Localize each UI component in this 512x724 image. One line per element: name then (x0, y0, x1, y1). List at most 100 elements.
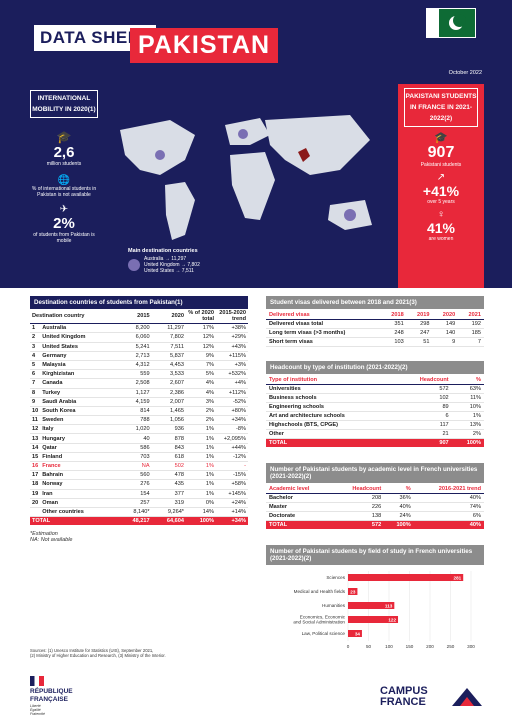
table-cell: 36% (384, 493, 414, 503)
table-cell: 1,020 (117, 424, 152, 435)
table-cell (30, 507, 41, 518)
table-cell: 20 (30, 498, 41, 508)
campus-france-mark-icon (452, 688, 482, 706)
table-cell: 2% (186, 415, 216, 426)
table-cell: 15 (30, 452, 41, 463)
table-cell: 4% (186, 388, 216, 398)
table-cell: 9 (432, 337, 459, 347)
table-cell: 40 (117, 433, 152, 444)
table-cell: - (216, 461, 248, 472)
table-cell: Other countries (40, 507, 118, 518)
table-cell: +115% (216, 351, 248, 361)
table-cell: +14% (216, 507, 248, 518)
table-cell: Delivered visas total (266, 319, 381, 329)
table-row: 6 Kirghizistan 559 3,533 5% +532% (30, 369, 248, 380)
women-share-value: 41% (426, 220, 456, 236)
institution-table-title: Headcount by type of institution (2021-2… (266, 361, 484, 374)
marianne-icon (30, 676, 44, 686)
category-label: Economics, Economic (300, 615, 346, 620)
table-cell: 16 (30, 461, 41, 472)
table-header: Type of institution (266, 376, 397, 385)
table-cell: 4,159 (117, 397, 152, 407)
table-cell: 63% (451, 384, 484, 394)
table-cell: Sweden (40, 415, 118, 426)
table-cell: 6 (30, 369, 41, 380)
female-icon: ♀ (437, 209, 445, 220)
graduation-cap-icon: 🎓 (56, 130, 72, 144)
table-cell: Short term visas (266, 337, 381, 347)
table-cell: 4,453 (151, 360, 186, 371)
table-cell: 3 (30, 342, 41, 352)
bar-value-label: 34 (355, 631, 361, 636)
table-cell: 1% (186, 433, 216, 444)
table-cell: 21 (396, 429, 452, 439)
x-tick-label: 300 (467, 644, 475, 649)
table-cell: +80% (216, 406, 248, 417)
table-cell: 2,713 (117, 351, 152, 361)
table-row: Delivered visas total 351 298 149 192 (266, 319, 484, 329)
table-cell: 10 (30, 406, 41, 417)
pakistan-flag-icon (426, 8, 476, 38)
bar (348, 616, 399, 623)
table-cell: -8% (216, 424, 248, 435)
table-cell: 51 (406, 337, 433, 347)
table-row: 3 United States 5,241 7,511 12% +43% (30, 342, 248, 352)
rf-line: RÉPUBLIQUE (30, 688, 73, 695)
table-cell: Iran (40, 489, 118, 499)
table-cell: 154 (117, 489, 152, 499)
table-cell: Master (266, 502, 334, 512)
table-cell: 149 (432, 319, 459, 329)
table-cell: 5 (30, 360, 41, 371)
table-cell: 247 (406, 328, 433, 338)
table-row: Art and architecture schools 6 1% (266, 411, 484, 421)
table-cell: 3% (186, 397, 216, 407)
table-cell: Engineering schools (266, 402, 397, 412)
table-cell: 64,604 (151, 516, 186, 526)
total-row: TOTAL 572 100% 40% (266, 520, 484, 529)
destination-item: United States → 7,511 (144, 268, 194, 274)
table-cell: TOTAL (266, 520, 334, 529)
category-label: Humanities (322, 603, 346, 608)
table-row: 5 Malaysia 4,312 4,453 7% +3% (30, 360, 248, 371)
table-cell: -12% (216, 452, 248, 463)
table-cell: 0% (186, 498, 216, 508)
table-row: 4 Germany 2,713 5,837 9% +115% (30, 351, 248, 361)
table-cell: 185 (458, 328, 484, 338)
table-header: Headcount (333, 485, 385, 494)
table-row: 10 South Korea 814 1,465 2% +80% (30, 406, 248, 417)
table-header: 2020 (432, 311, 459, 320)
table-row: 1 Australia 8,200 11,297 17% +38% (30, 323, 248, 334)
table-cell: +34% (216, 415, 248, 426)
table-cell: 9,264* (151, 507, 186, 518)
table-cell: 2 (30, 332, 41, 343)
table-cell: 586 (117, 443, 152, 453)
sources-note: Sources: (1) Unesco Institute for Statis… (30, 648, 166, 658)
table-cell: 74% (413, 502, 484, 512)
table-row: 2 United Kingdom 6,060 7,802 12% +29% (30, 332, 248, 343)
table-cell: 1% (186, 424, 216, 435)
table-header: 2016-2021 trend (413, 485, 484, 494)
table-cell: 17% (186, 323, 216, 334)
x-tick-label: 200 (426, 644, 434, 649)
table-cell: 1% (186, 489, 216, 499)
table-cell: Australia (40, 323, 118, 334)
table-cell: Canada (40, 378, 118, 389)
table-cell: 502 (151, 461, 186, 472)
table-row: Short term visas 103 51 9 7 (266, 337, 484, 347)
table-cell: 1% (186, 452, 216, 463)
estimation-note: *Estimation (30, 531, 58, 538)
table-cell: -52% (216, 397, 248, 407)
table-header: Headcount (396, 376, 452, 385)
table-cell: +44% (216, 443, 248, 453)
table-cell: 1% (186, 443, 216, 453)
bar (348, 588, 358, 595)
table-cell: 907 (396, 438, 452, 447)
category-label: Sciences (326, 575, 345, 580)
table-cell: 936 (151, 424, 186, 435)
table-cell: Norway (40, 479, 118, 490)
table-header: 2018 (380, 311, 407, 320)
table-cell: +3% (216, 360, 248, 371)
table-cell: +532% (216, 369, 248, 380)
table-cell: 13% (451, 420, 484, 430)
table-cell: 5,837 (151, 351, 186, 361)
